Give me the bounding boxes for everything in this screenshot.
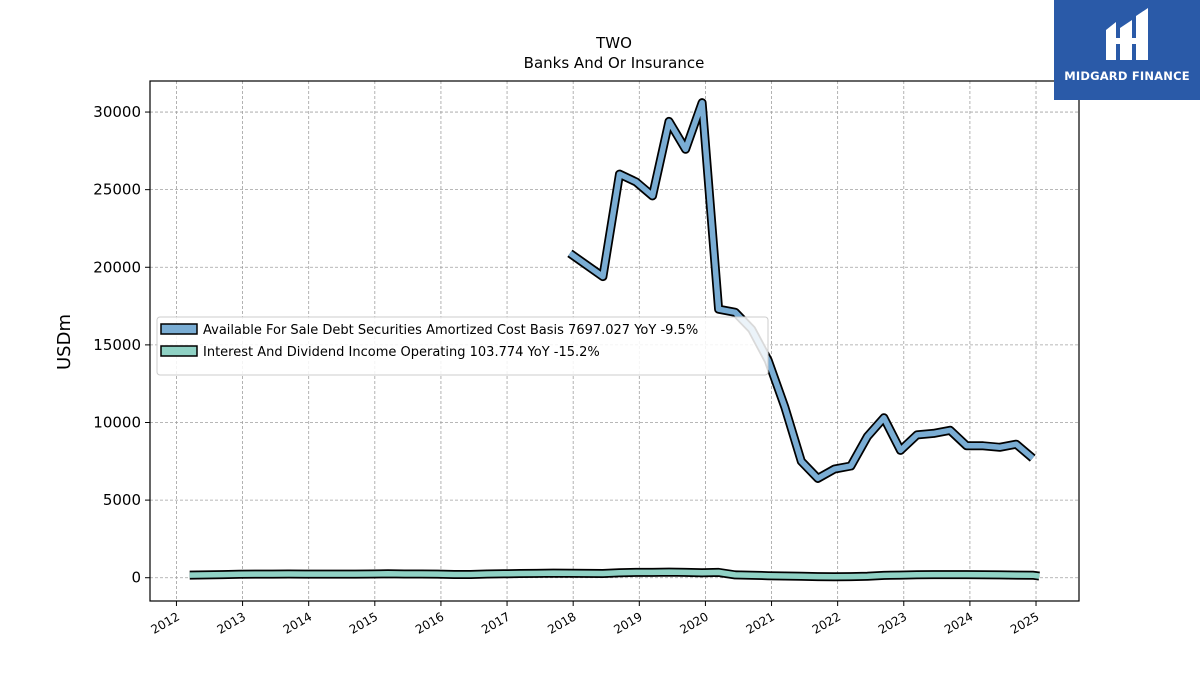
legend-label: Available For Sale Debt Securities Amort… bbox=[203, 323, 698, 338]
x-tick-label: 2024 bbox=[942, 609, 975, 636]
y-tick-label: 15000 bbox=[93, 336, 141, 354]
y-tick-label: 0 bbox=[131, 569, 141, 587]
y-axis-label: USDm bbox=[54, 314, 75, 370]
x-tick-label: 2025 bbox=[1008, 609, 1041, 636]
x-tick-label: 2018 bbox=[545, 609, 578, 636]
x-tick-label: 2013 bbox=[215, 609, 248, 636]
x-tick-label: 2014 bbox=[281, 609, 314, 636]
y-tick-label: 30000 bbox=[93, 103, 141, 121]
series-line bbox=[189, 569, 1040, 580]
chart-subtitle: Banks And Or Insurance bbox=[524, 54, 705, 72]
brand-logo: MIDGARD FINANCE bbox=[1054, 0, 1200, 100]
midgard-logo-icon bbox=[1106, 8, 1148, 60]
x-tick-label: 2023 bbox=[876, 609, 909, 636]
series-layer bbox=[189, 98, 1040, 582]
x-tick-label: 2012 bbox=[148, 609, 181, 636]
legend-swatch bbox=[160, 345, 198, 357]
x-tick-label: 2015 bbox=[347, 609, 380, 636]
x-tick-label: 2016 bbox=[413, 609, 446, 636]
chart-title: TWO bbox=[595, 34, 632, 52]
series-1 bbox=[567, 98, 1036, 483]
legend: Available For Sale Debt Securities Amort… bbox=[156, 316, 769, 376]
x-tick-label: 2017 bbox=[479, 609, 512, 636]
series-2 bbox=[189, 567, 1040, 582]
legend-box bbox=[156, 316, 769, 376]
y-tick-label: 20000 bbox=[93, 258, 141, 276]
y-tick-label: 5000 bbox=[103, 491, 141, 509]
series-line bbox=[568, 99, 1035, 482]
brand-name: MIDGARD FINANCE bbox=[1064, 69, 1190, 83]
x-tick-label: 2022 bbox=[810, 609, 843, 636]
x-tick-label: 2019 bbox=[611, 609, 644, 636]
x-tick-label: 2020 bbox=[677, 609, 710, 636]
plot-frame bbox=[149, 80, 1080, 602]
y-tick-label: 25000 bbox=[93, 181, 141, 199]
x-tick-label: 2021 bbox=[744, 609, 777, 636]
legend-swatch bbox=[160, 323, 198, 335]
y-tick-label: 10000 bbox=[93, 413, 141, 431]
legend-label: Interest And Dividend Income Operating 1… bbox=[203, 345, 600, 360]
